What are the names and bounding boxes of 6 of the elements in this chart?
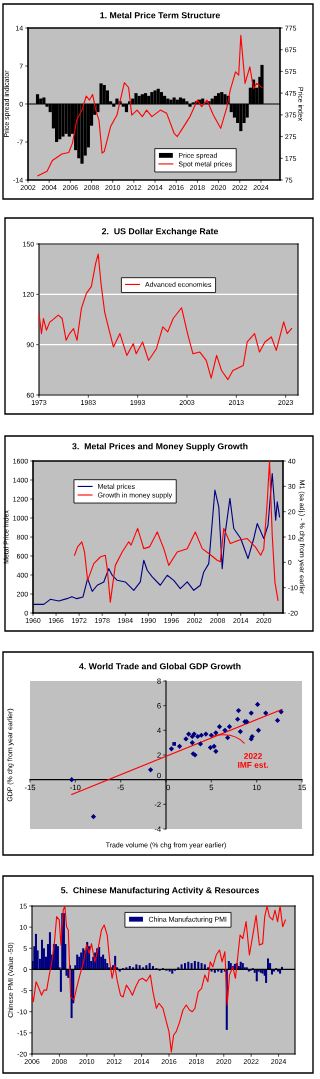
chart-title: 5. Chinese Manufacturing Activity & Resources <box>61 886 259 896</box>
chart-title: 2. US Dollar Exchange Rate <box>101 227 219 237</box>
chart-title: 1. Metal Price Term Structure <box>100 11 220 19</box>
annotation: 2022 IMF est. <box>238 753 268 768</box>
chart-title: 3. Metal Prices and Money Supply Growth <box>72 442 248 452</box>
chart-title: 4. World Trade and Global GDP Growth <box>79 662 241 670</box>
